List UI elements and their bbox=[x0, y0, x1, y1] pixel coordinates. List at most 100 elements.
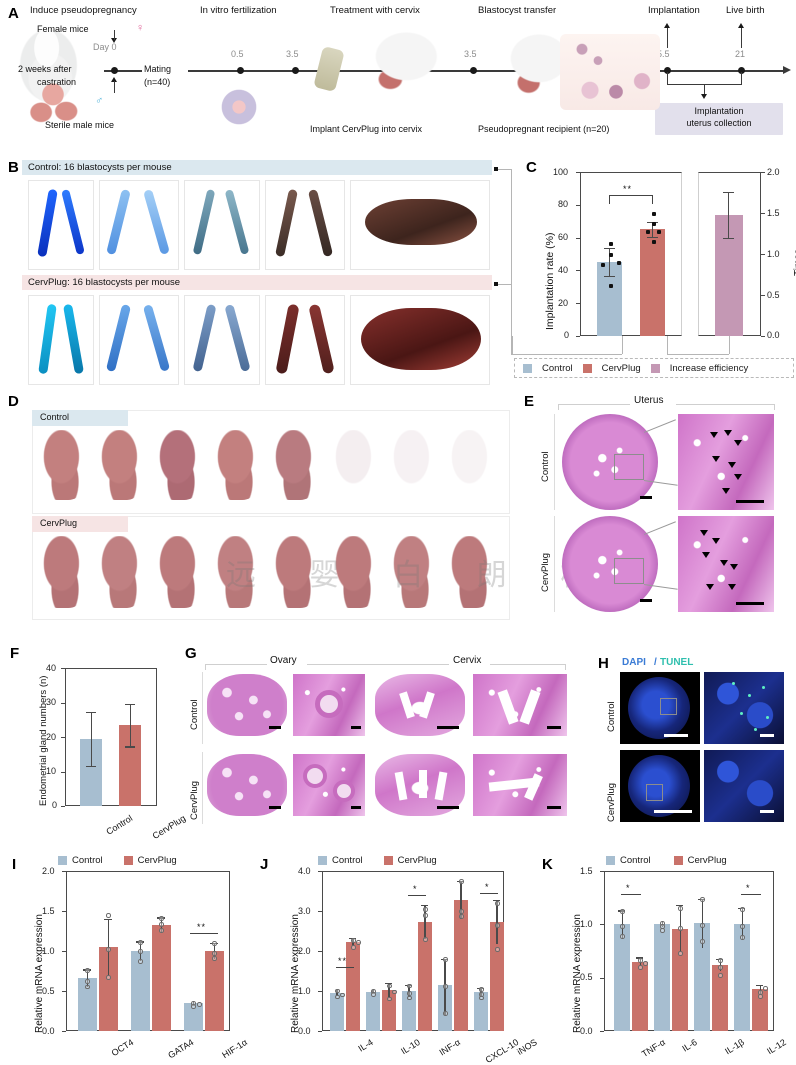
panel-f-errorbar-control bbox=[90, 712, 92, 766]
panel-k-point-cervplug bbox=[643, 961, 648, 966]
panel-c-errorbar-increase bbox=[728, 191, 730, 238]
panel-c-bar-cervplug bbox=[640, 229, 665, 336]
panel-i-xtick-hif1a: HIF-1α bbox=[220, 1037, 250, 1061]
panel-d-pup-control bbox=[154, 430, 206, 500]
panel-k-point-cervplug bbox=[638, 965, 643, 970]
panel-c-significance: ** bbox=[623, 184, 633, 194]
panel-b-connector-line-control bbox=[498, 169, 512, 170]
panel-c-ytick-0: 0 bbox=[564, 330, 570, 340]
panel-g-cervplug-ovary-overview bbox=[207, 754, 287, 816]
panel-j-bar-cervplug bbox=[418, 921, 432, 1031]
mating-label-line1: Mating bbox=[144, 64, 172, 74]
panel-d-pup-cervplug bbox=[388, 536, 440, 608]
panel-i-sig-line bbox=[190, 933, 218, 934]
panel-g-control-ovary-zoom-scalebar bbox=[351, 726, 361, 729]
panel-d: D Control CervPlug 远 婴 白 朗 根 bbox=[0, 392, 590, 624]
panel-j-point-control bbox=[443, 1011, 448, 1016]
panel-d-pup-cervplug bbox=[96, 536, 148, 608]
panel-f-ytick-0: 0 bbox=[52, 800, 58, 810]
panel-j-bar-control bbox=[366, 992, 380, 1031]
panel-j-point-cervplug bbox=[351, 945, 356, 950]
panel-k-bar-control bbox=[654, 924, 670, 1031]
collection-bracket-right bbox=[741, 72, 743, 84]
panel-c-errorbar-cervplug bbox=[652, 222, 654, 237]
panel-b-cervplug-image-1 bbox=[28, 295, 94, 385]
panel-k-point-control bbox=[620, 924, 625, 929]
blastocyst-transfer-illustration bbox=[560, 34, 660, 110]
panel-e-control-roi bbox=[614, 454, 644, 480]
collection-stem bbox=[704, 84, 706, 94]
panel-k-xtick-il12: IL-12 bbox=[765, 1037, 788, 1057]
panel-i-legend: Control CervPlug bbox=[58, 855, 177, 866]
panel-i-bar-cervplug bbox=[99, 947, 118, 1031]
panel-j-point-cervplug bbox=[459, 879, 464, 884]
panel-a-title-2: Treatment with cervix bbox=[330, 5, 420, 16]
panel-g-control-cervix-zoom bbox=[473, 674, 567, 736]
panel-c-legend-label-increase: Increase efficiency bbox=[669, 362, 749, 374]
timepoint-day0: Day 0 bbox=[93, 42, 117, 52]
panel-b-connector-dot-control bbox=[494, 167, 498, 171]
panel-k-letter: K bbox=[542, 856, 553, 873]
panel-k-point-control bbox=[620, 909, 625, 914]
panel-a-title-0: Induce pseudopregnancy bbox=[30, 5, 137, 16]
panel-i-point-cervplug bbox=[159, 916, 164, 921]
panel-b-control-image-5 bbox=[350, 180, 490, 270]
panel-k-ytick-0-5: 0.5 bbox=[580, 972, 593, 982]
panel-i-legend-swatch-cervplug bbox=[123, 856, 133, 865]
panel-a-title-4: Implantation bbox=[648, 5, 700, 16]
panel-c-leadline-b bbox=[667, 336, 668, 354]
panel-j-bar-cervplug bbox=[382, 989, 396, 1031]
panel-j-bar-control bbox=[402, 991, 416, 1031]
timepoint-21: 21 bbox=[735, 49, 746, 59]
panel-d-pup-control bbox=[212, 430, 264, 500]
panel-j-point-cervplug bbox=[423, 907, 428, 912]
panel-a: A Induce pseudopregnancy In vitro fertil… bbox=[0, 0, 796, 152]
panel-k-bar-control bbox=[734, 924, 750, 1031]
panel-j-point-control bbox=[407, 991, 412, 996]
castration-label-line1: 2 weeks after bbox=[18, 64, 72, 74]
panel-h: H DAPI / TUNEL Control CervPlug bbox=[592, 630, 796, 842]
panel-j-bar-control bbox=[474, 992, 488, 1031]
panel-f-ytick-30: 30 bbox=[46, 697, 57, 707]
panel-g-control-cervix-zoom-scalebar bbox=[547, 726, 561, 729]
implantation-up-arrow-icon bbox=[664, 23, 670, 28]
panel-i-ytick-2-0: 2.0 bbox=[42, 866, 55, 876]
panel-f-ytick-10: 10 bbox=[46, 766, 57, 776]
panel-i-point-cervplug bbox=[212, 956, 217, 961]
timepoint-0-5: 0.5 bbox=[231, 49, 244, 59]
male-up-arrow-icon bbox=[111, 77, 117, 82]
panel-j-point-cervplug bbox=[423, 937, 428, 942]
collection-line1: Implantation bbox=[694, 106, 744, 116]
panel-c-rtick-0-5: 0.5 bbox=[767, 290, 780, 300]
panel-i-ytick-1-5: 1.5 bbox=[42, 906, 55, 916]
panel-c-rtick-1-5: 1.5 bbox=[767, 208, 780, 218]
panel-e-row-label-control: Control bbox=[540, 451, 551, 482]
panel-j-legend: Control CervPlug bbox=[318, 855, 437, 866]
panel-h-channel-tunel: TUNEL bbox=[660, 657, 694, 668]
panel-k-xtick-il1b: IL-1β bbox=[723, 1037, 746, 1057]
panel-j-letter: J bbox=[260, 856, 269, 873]
mouse-uterus-overlay bbox=[20, 72, 86, 128]
panel-d-pup-cervplug bbox=[38, 536, 90, 608]
panel-j-sig-line bbox=[336, 967, 354, 968]
panel-c-ytick-20: 20 bbox=[558, 298, 569, 308]
panel-d-pup-cervplug bbox=[154, 536, 206, 608]
panel-c: C 100 80 60 40 20 0 Implantation rate (%… bbox=[512, 158, 796, 390]
timeline-dot-0-5 bbox=[237, 67, 244, 74]
timepoint-5-5: 5.5 bbox=[657, 49, 670, 59]
panel-h-cervplug-roi bbox=[646, 784, 663, 801]
panel-k-point-control bbox=[700, 939, 705, 944]
panel-k-sig-line bbox=[741, 894, 761, 895]
panel-g-control-cervix-scalebar bbox=[437, 726, 459, 729]
panel-j-bar-cervplug bbox=[454, 899, 468, 1031]
panel-c-errorbar-control bbox=[609, 248, 611, 277]
panel-c-point-cervplug bbox=[652, 221, 656, 226]
panel-k-point-cervplug bbox=[718, 973, 723, 978]
timeline-seg-1 bbox=[188, 70, 353, 72]
panel-i-point-control bbox=[85, 984, 90, 989]
panel-g-control-cervix-overview bbox=[375, 674, 465, 736]
panel-i-point-control bbox=[138, 940, 143, 945]
panel-c-ytick-80: 80 bbox=[558, 199, 569, 209]
panel-g-row-label-control: Control bbox=[189, 699, 200, 730]
panel-d-pup-control bbox=[38, 430, 90, 500]
